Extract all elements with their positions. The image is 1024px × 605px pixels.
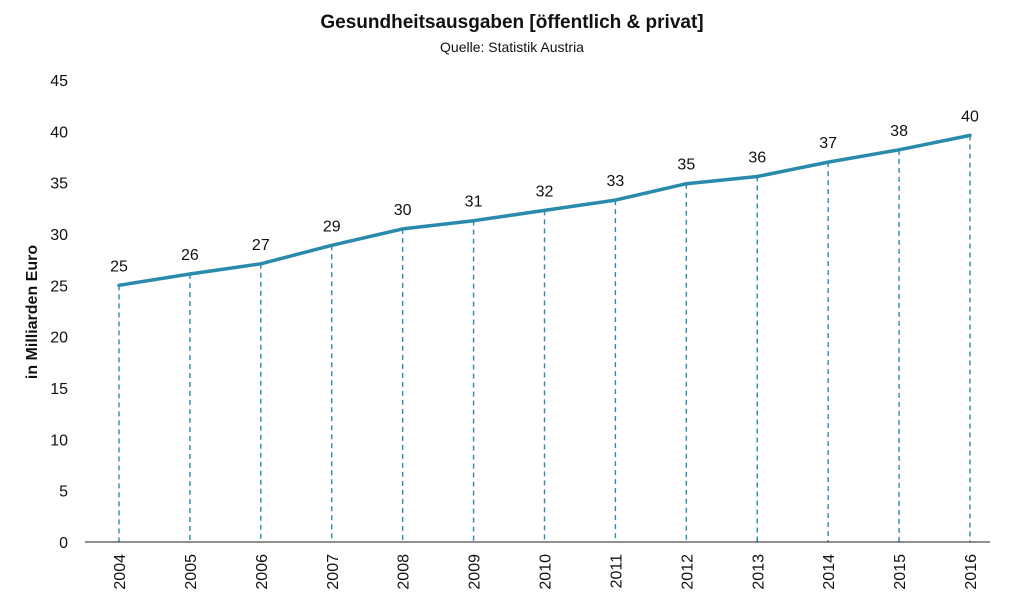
y-axis: 0 5 10 15 20 25 30 35 40 45 [50, 73, 68, 552]
x-tick-label: 2006 [254, 554, 271, 590]
data-label: 31 [465, 194, 483, 211]
data-label: 33 [607, 173, 625, 190]
data-label: 29 [323, 218, 341, 235]
y-tick-label: 25 [50, 278, 68, 295]
y-tick-label: 15 [50, 381, 68, 398]
y-tick-label: 45 [50, 73, 68, 90]
data-label: 26 [181, 247, 199, 264]
drop-lines [118, 135, 971, 542]
x-tick-label: 2005 [183, 554, 200, 590]
data-label: 38 [890, 123, 908, 140]
data-label: 30 [394, 202, 412, 219]
y-tick-label: 30 [50, 227, 68, 244]
data-label: 40 [961, 108, 979, 125]
x-tick-label: 2011 [608, 554, 625, 589]
data-label: 35 [677, 157, 695, 174]
y-tick-label: 20 [50, 330, 68, 347]
chart-title: Gesundheitsausgaben [öffentlich & privat… [320, 12, 703, 33]
x-tick-label: 2016 [963, 554, 980, 590]
y-tick-label: 10 [50, 432, 68, 449]
x-tick-label: 2007 [325, 554, 342, 590]
x-tick-label: 2013 [750, 554, 767, 590]
y-tick-label: 0 [59, 535, 68, 552]
x-tick-label: 2012 [679, 554, 696, 590]
x-tick-label: 2009 [467, 554, 484, 590]
data-label: 32 [536, 183, 554, 200]
data-label: 25 [110, 258, 128, 275]
y-tick-label: 5 [59, 484, 68, 501]
x-axis: 2004 2005 2006 2007 2008 2009 2010 2011 2012 2013… [112, 554, 980, 590]
x-tick-label: 2015 [892, 554, 909, 590]
data-label: 27 [252, 237, 270, 254]
x-tick-label: 2004 [112, 554, 129, 590]
data-labels: 25 26 27 29 30 31 32 33 35 36 37 38 40 [110, 108, 979, 275]
x-tick-label: 2010 [538, 554, 555, 590]
y-tick-label: 35 [50, 176, 68, 193]
series-line [117, 133, 972, 288]
y-tick-label: 40 [50, 124, 68, 141]
data-label: 37 [819, 135, 837, 152]
x-tick-label: 2008 [396, 554, 413, 590]
chart-subtitle: Quelle: Statistik Austria [440, 39, 584, 55]
y-axis-label: in Milliarden Euro [24, 245, 41, 379]
x-tick-label: 2014 [821, 554, 838, 590]
data-label: 36 [748, 150, 766, 167]
